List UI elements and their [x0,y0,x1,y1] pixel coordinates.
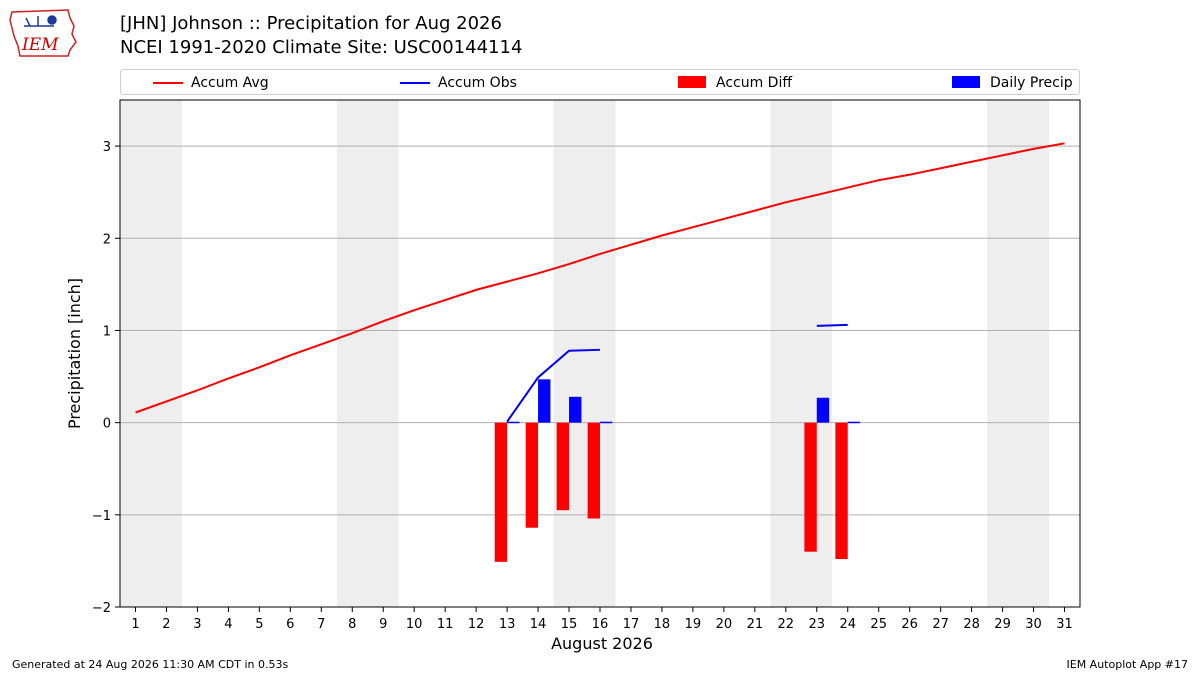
x-axis-label: August 2026 [551,634,653,653]
accum-diff-bar-16 [587,422,600,519]
legend-swatch-accum-diff [678,76,706,88]
y-tick-label-0: −2 [92,601,111,616]
weekend-shade-1 [336,100,399,607]
weekend-shade-0 [120,100,182,607]
iowa-outline [9,9,77,57]
accum-diff-bar-24 [835,422,848,560]
legend-swatch-accum-avg [153,82,183,84]
accum-obs-line-1 [816,323,848,327]
legend-label-accum-avg: Accum Avg [191,75,269,91]
accum-diff-bar-23 [804,422,817,552]
x-tick-label-16: 16 [592,617,609,632]
y-tick-label-4: 2 [103,232,111,247]
x-tick-label-10: 10 [406,617,423,632]
x-tick-label-31: 31 [1056,617,1073,632]
daily-precip-bar-23 [816,397,830,423]
x-tick-label-5: 5 [255,617,263,632]
x-tick-label-17: 17 [623,617,640,632]
x-tick-label-12: 12 [468,617,485,632]
accum-diff-bar-15 [556,422,570,511]
x-tick-label-13: 13 [499,617,516,632]
weekend-shade-3 [770,100,833,607]
x-tick-label-18: 18 [654,617,671,632]
chart-title: [JHN] Johnson :: Precipitation for Aug 2… [120,13,502,34]
x-tick-label-26: 26 [901,617,918,632]
x-tick-label-1: 1 [131,617,139,632]
x-tick-label-27: 27 [932,617,949,632]
x-tick-label-11: 11 [437,617,454,632]
chart-subtitle: NCEI 1991-2020 Climate Site: USC00144114 [120,37,523,58]
accum-diff-bar-14 [525,422,539,528]
x-tick-label-9: 9 [379,617,387,632]
x-tick-label-8: 8 [348,617,356,632]
x-tick-label-2: 2 [162,617,170,632]
legend-label-accum-obs: Accum Obs [438,75,517,91]
legend-swatch-accum-obs [400,82,430,84]
x-tick-label-29: 29 [994,617,1011,632]
iem-logo: IEM [9,9,77,57]
footer-generated: Generated at 24 Aug 2026 11:30 AM CDT in… [12,658,289,671]
daily-precip-bar-14 [538,379,551,423]
x-tick-label-6: 6 [286,617,294,632]
x-tick-label-28: 28 [963,617,980,632]
x-tick-label-14: 14 [530,617,547,632]
daily-precip-bar-13 [507,421,520,424]
daily-precip-bar-16 [600,421,613,424]
accum-diff-bar-13 [494,422,508,562]
accum-avg-line [135,142,1065,414]
accum-obs-line-0 [506,348,601,423]
y-tick-label-2: 0 [103,417,111,432]
x-tick-label-25: 25 [870,617,887,632]
y-tick-label-1: −1 [92,509,111,524]
x-tick-label-19: 19 [685,617,702,632]
legend-label-daily-precip: Daily Precip [990,75,1073,91]
x-tick-label-20: 20 [716,617,733,632]
legend-label-accum-diff: Accum Diff [716,75,793,91]
x-tick-label-7: 7 [317,617,325,632]
footer-app: IEM Autoplot App #17 [1066,658,1189,671]
x-tick-label-15: 15 [561,617,578,632]
weekend-shade-4 [987,100,1050,607]
y-axis-label: Precipitation [inch] [65,278,84,429]
logo-text: IEM [21,35,59,55]
legend-swatch-daily-precip [952,76,980,88]
x-tick-label-30: 30 [1025,617,1042,632]
x-tick-label-4: 4 [224,617,232,632]
daily-precip-bar-24 [847,421,861,424]
x-tick-label-21: 21 [747,617,764,632]
weather-station-icon [24,15,57,27]
y-tick-label-5: 3 [103,140,111,155]
x-tick-label-22: 22 [778,617,795,632]
x-tick-label-23: 23 [809,617,826,632]
y-tick-label-3: 1 [103,324,111,339]
x-tick-label-3: 3 [193,617,201,632]
weekend-shade-2 [553,100,616,607]
x-tick-label-24: 24 [839,617,856,632]
daily-precip-bar-15 [569,396,582,423]
legend: Accum Avg Accum Obs Accum Diff Daily Pre… [120,69,1080,95]
